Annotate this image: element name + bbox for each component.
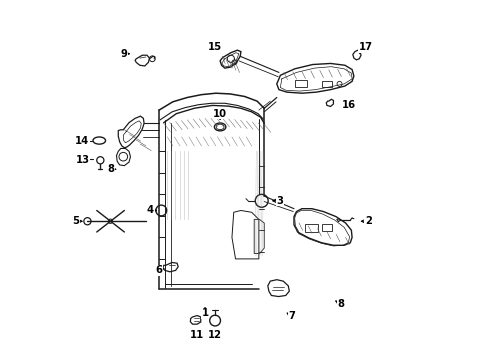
Bar bbox=[321, 81, 331, 87]
Text: 13: 13 bbox=[75, 155, 89, 165]
Text: 5: 5 bbox=[72, 216, 79, 226]
Text: 4: 4 bbox=[147, 206, 154, 216]
Text: 16: 16 bbox=[341, 100, 355, 110]
Text: 11: 11 bbox=[190, 330, 204, 340]
Bar bbox=[294, 80, 306, 87]
Bar bbox=[304, 224, 318, 232]
Text: 8: 8 bbox=[336, 299, 344, 309]
Text: 12: 12 bbox=[208, 330, 222, 340]
Text: 8: 8 bbox=[107, 164, 114, 174]
Text: 2: 2 bbox=[364, 216, 371, 226]
Bar bbox=[321, 224, 332, 231]
Text: 10: 10 bbox=[213, 109, 226, 119]
Text: 14: 14 bbox=[75, 136, 89, 145]
Text: 15: 15 bbox=[207, 42, 222, 52]
Text: 17: 17 bbox=[358, 42, 372, 52]
Text: 1: 1 bbox=[201, 309, 208, 318]
Text: 7: 7 bbox=[288, 311, 295, 321]
Text: 9: 9 bbox=[121, 49, 127, 59]
Text: 3: 3 bbox=[276, 196, 283, 206]
Text: 6: 6 bbox=[155, 265, 163, 275]
